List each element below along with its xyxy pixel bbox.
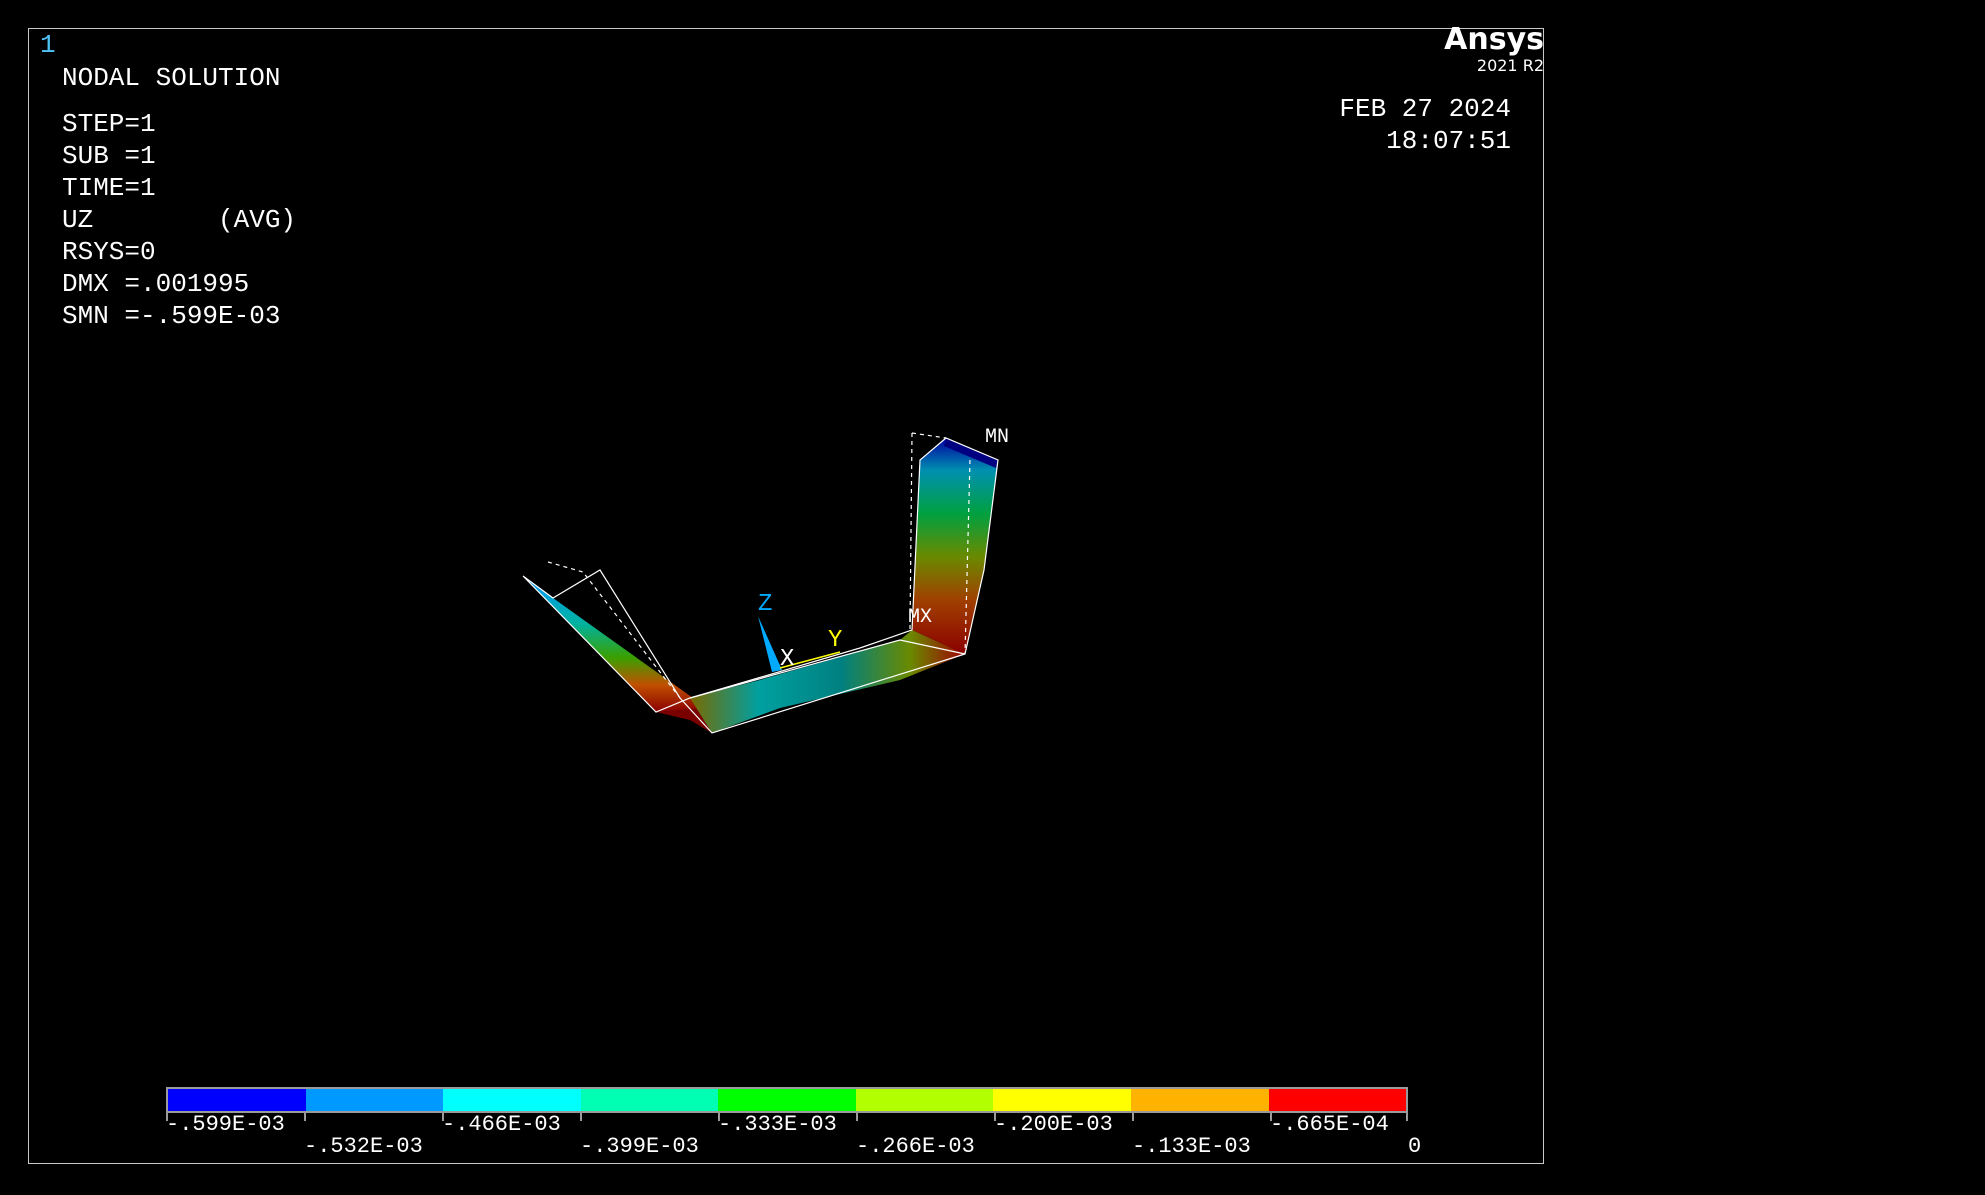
graphics-window-frame[interactable] [28,28,1544,1164]
legend-color-segment [305,1089,444,1111]
middle-span-surface [690,630,965,733]
plot-time: 18:07:51 [1386,126,1511,156]
legend-tick [856,1113,858,1121]
legend-color-segment [1130,1089,1269,1111]
legend-tick [1132,1113,1134,1121]
legend-color-segment [168,1089,306,1111]
legend-label: 0 [1408,1134,1422,1159]
legend-tick [166,1113,168,1121]
legend-label: -.133E-03 [1132,1134,1251,1159]
legend-label: -.266E-03 [856,1134,975,1159]
legend-color-segment [993,1089,1131,1111]
legend-label: -.200E-03 [994,1112,1113,1137]
ansys-logo: Ansys 2021 R2 [1400,24,1544,76]
right-leg-top [944,438,998,468]
min-marker-label: MN [985,426,1009,449]
legend-tick [718,1113,720,1121]
info-dmx: DMX =.001995 [62,269,250,299]
contour-legend-bar [166,1087,1408,1113]
legend-tick [994,1113,996,1121]
legend-color-segment [718,1089,856,1111]
max-marker-label: MX [908,606,932,629]
brand-version: 2021 R2 [1476,56,1544,75]
info-rsys: RSYS=0 [62,237,156,267]
solution-info-block: NODAL SOLUTION STEP=1 SUB =1 TIME=1 UZ (… [62,62,296,332]
legend-tick [1406,1113,1408,1121]
plot-date: FEB 27 2024 [1339,94,1511,124]
legend-color-segment [855,1089,994,1111]
legend-color-segment [443,1089,581,1111]
info-smn: SMN =-.599E-03 [62,301,281,331]
legend-tick [580,1113,582,1121]
left-leg-surface [523,576,707,712]
info-sub: SUB =1 [62,141,156,171]
axis-y-label: Y [828,627,842,654]
legend-label: -.466E-03 [442,1112,561,1137]
window-number: 1 [40,30,56,60]
left-leg-side [656,708,712,733]
y-axis-line [779,651,841,669]
undeformed-outline [522,432,999,734]
legend-label: -.599E-03 [166,1112,285,1137]
right-leg-surface [912,438,998,654]
axis-x-label: X [780,646,794,673]
legend-tick [442,1113,444,1121]
legend-tick [304,1113,306,1121]
info-result-item: UZ (AVG) [62,205,297,235]
solution-title: NODAL SOLUTION [62,63,281,93]
info-time: TIME=1 [62,173,156,203]
axis-z-label: Z [758,591,772,618]
legend-color-segment [580,1089,719,1111]
legend-tick [1270,1113,1272,1121]
legend-label: -.532E-03 [304,1134,423,1159]
legend-color-segment [1268,1089,1407,1111]
info-step: STEP=1 [62,109,156,139]
legend-label: -.333E-03 [718,1112,837,1137]
brand-name: Ansys [1444,22,1544,57]
z-axis-arrow [758,616,782,672]
legend-label: -.399E-03 [580,1134,699,1159]
legend-label: -.665E-04 [1270,1112,1389,1137]
